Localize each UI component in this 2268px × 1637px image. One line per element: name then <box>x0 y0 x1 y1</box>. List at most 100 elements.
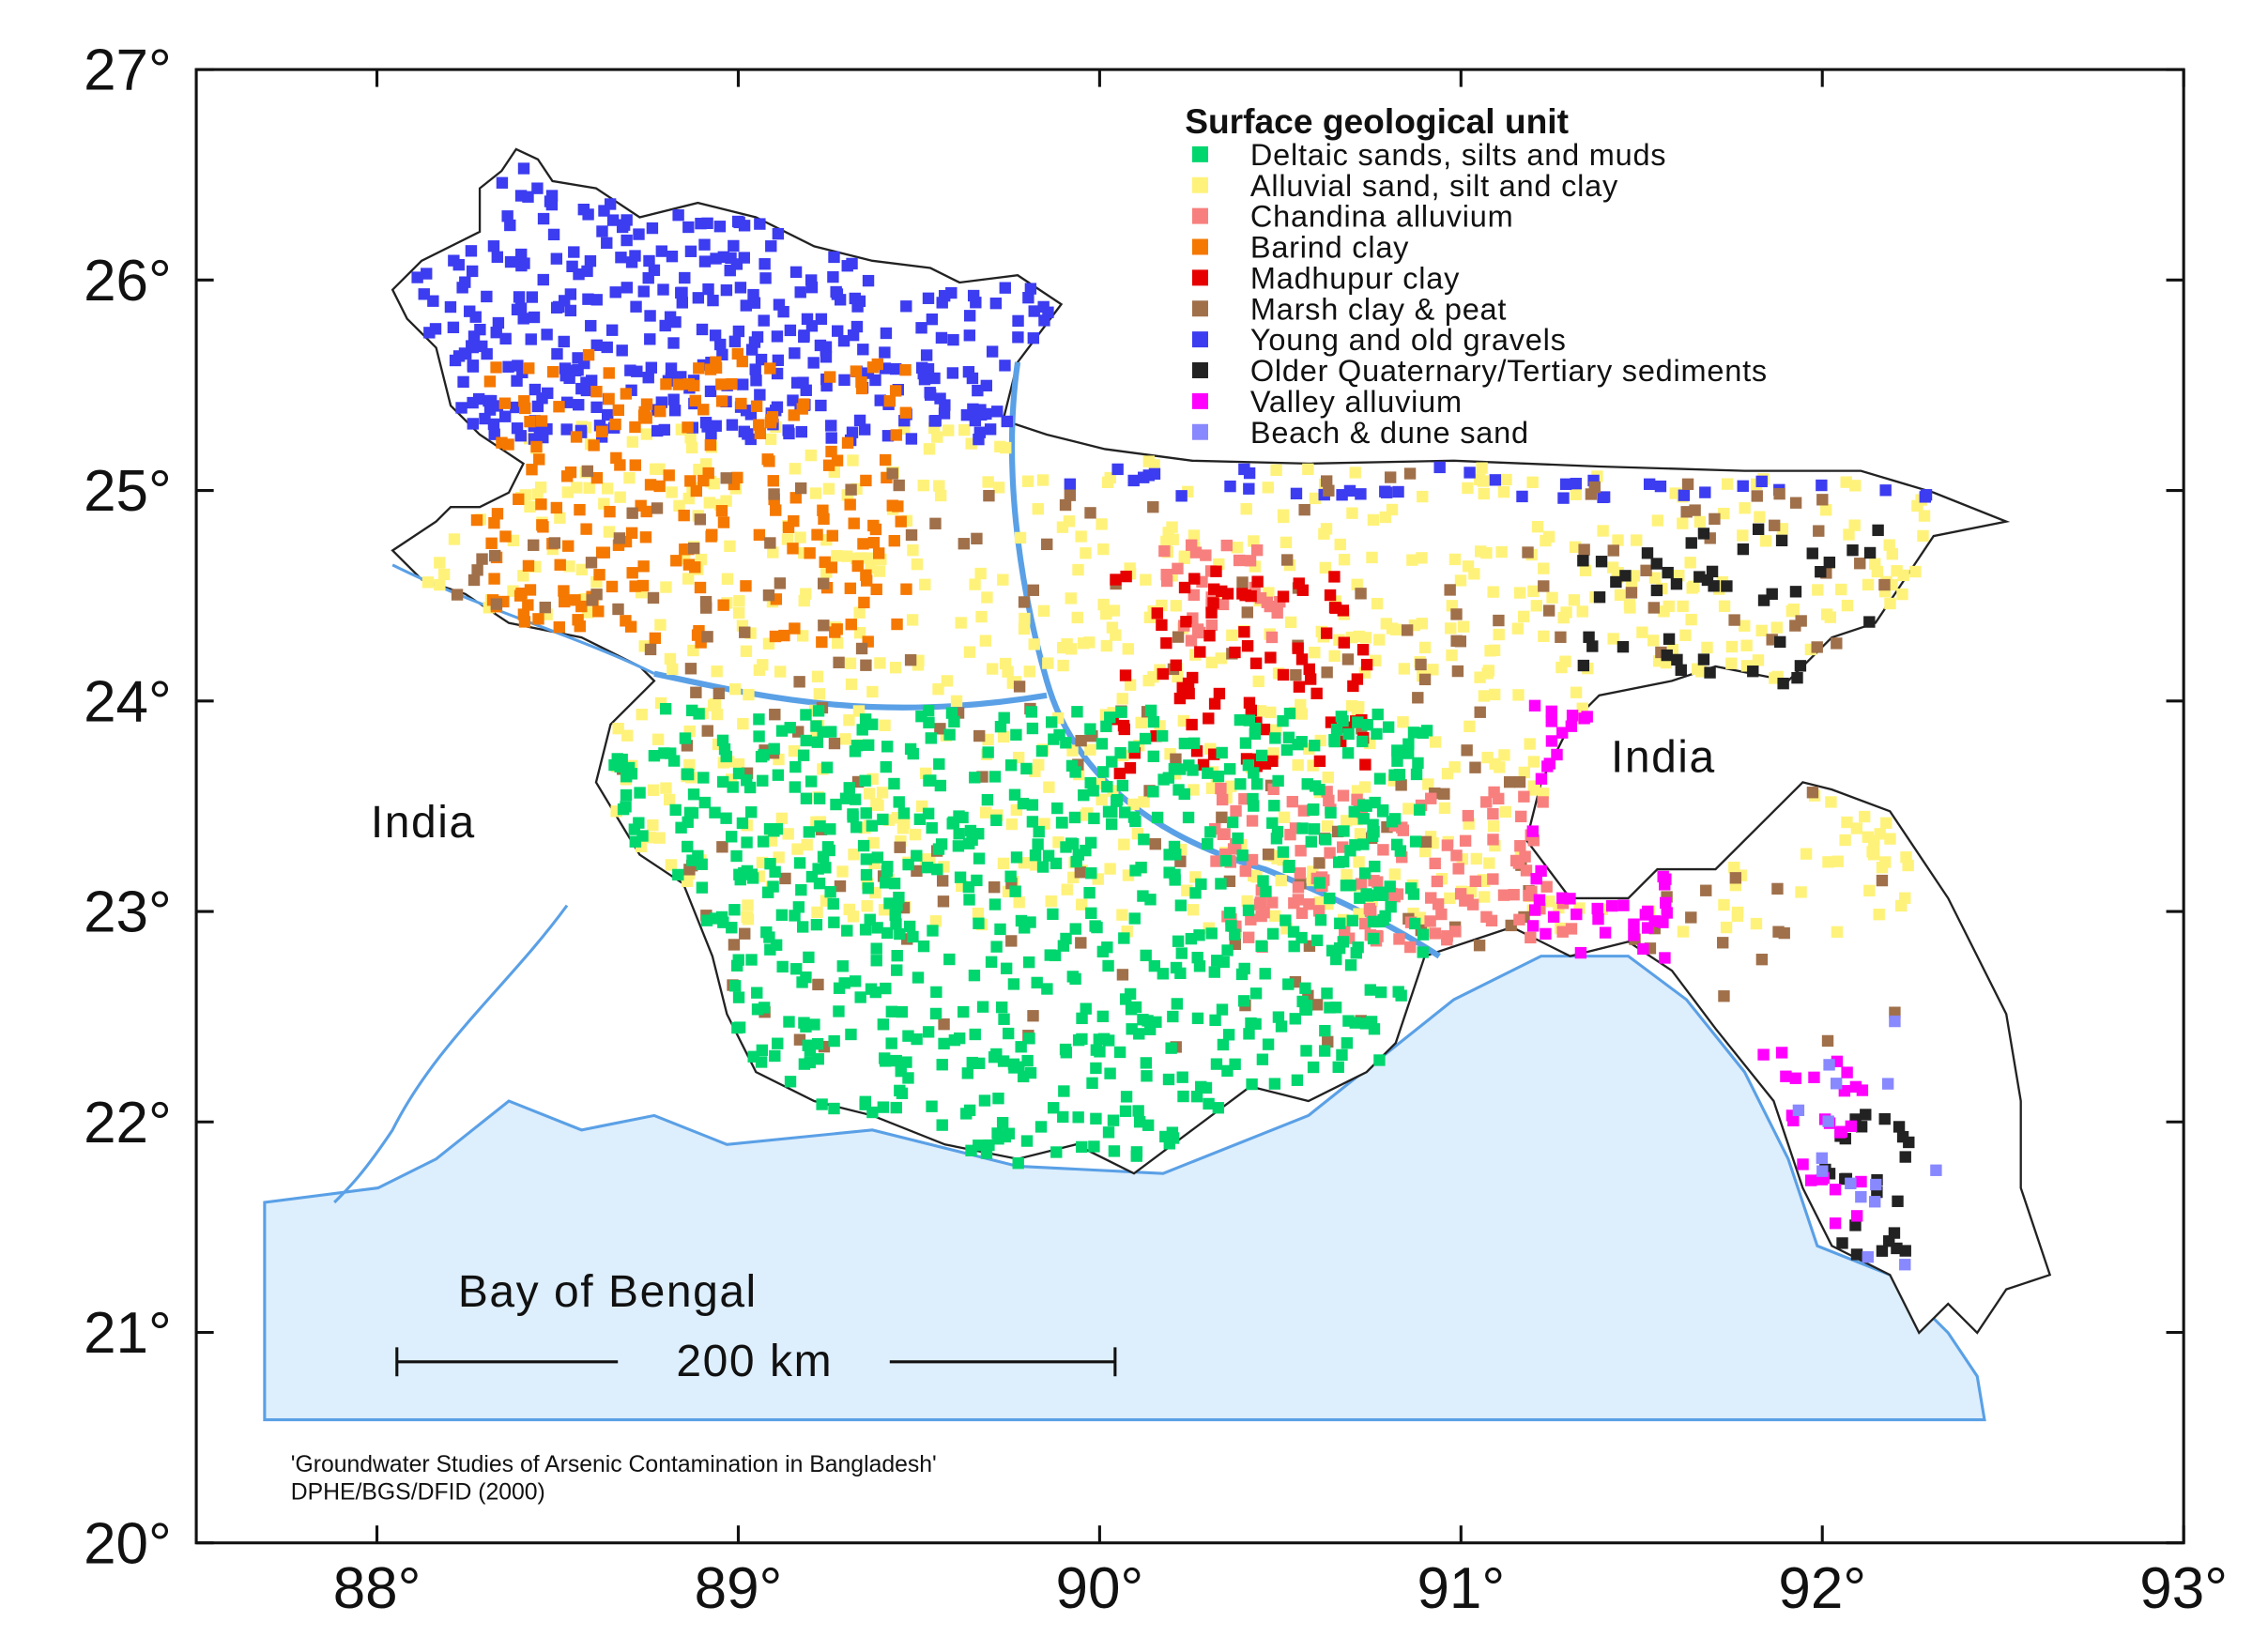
sample-point <box>1380 486 1393 498</box>
sample-point <box>1321 820 1334 833</box>
sample-point <box>988 771 1002 783</box>
sample-point <box>728 335 742 347</box>
sample-point <box>1899 1151 1911 1163</box>
sample-point <box>1873 909 1885 921</box>
sample-point <box>791 843 804 855</box>
sample-point <box>1008 788 1021 801</box>
sample-point <box>1330 723 1343 736</box>
sample-point <box>1498 749 1510 761</box>
sample-point <box>577 204 590 216</box>
sample-point <box>693 464 705 476</box>
sample-point <box>1640 564 1652 576</box>
sample-point <box>1917 529 1929 543</box>
sample-point <box>845 619 857 631</box>
sample-point <box>1320 523 1333 535</box>
sample-point <box>1239 864 1251 878</box>
sample-point <box>487 418 500 431</box>
sample-point <box>513 291 526 303</box>
sample-point <box>1250 778 1264 790</box>
sample-point <box>1280 536 1293 549</box>
sample-point <box>566 260 578 273</box>
sample-point <box>1843 528 1855 541</box>
sample-point <box>1295 845 1307 857</box>
sample-point <box>1862 578 1875 591</box>
lon-tick-label: 88° <box>333 1556 421 1621</box>
sample-point <box>692 292 705 304</box>
sample-point <box>418 288 430 300</box>
sample-point <box>1216 585 1228 598</box>
sample-point <box>1234 713 1247 727</box>
sample-point <box>1774 635 1786 649</box>
sample-point <box>933 757 945 771</box>
sample-point <box>1794 660 1807 672</box>
sample-point <box>568 246 580 258</box>
sample-point <box>1297 804 1310 817</box>
sample-point <box>879 719 891 731</box>
sample-point <box>1022 291 1034 304</box>
sample-point <box>1160 535 1172 548</box>
sample-point <box>524 584 537 596</box>
sample-point <box>896 1005 909 1018</box>
sample-point <box>715 910 728 924</box>
sample-point <box>1023 666 1035 678</box>
sample-point <box>1791 671 1803 684</box>
sample-point <box>1185 635 1198 647</box>
sample-point <box>989 298 1003 310</box>
sample-point <box>1166 521 1178 533</box>
sample-point <box>1312 905 1326 917</box>
sample-point <box>892 500 904 513</box>
sample-point <box>764 362 776 375</box>
sample-point <box>682 558 696 571</box>
sample-point <box>1351 578 1363 590</box>
sample-point <box>710 361 723 375</box>
sample-point <box>564 304 577 317</box>
sample-point <box>1061 883 1073 895</box>
sample-point <box>828 1102 840 1115</box>
sample-point <box>803 951 815 964</box>
sample-point <box>742 899 754 911</box>
sample-point <box>958 538 970 550</box>
sample-point <box>1275 1020 1288 1033</box>
sample-point <box>881 926 894 940</box>
sample-point <box>592 605 605 618</box>
sample-point <box>997 574 1009 586</box>
sample-point <box>1142 1119 1155 1131</box>
sample-point <box>1880 817 1893 829</box>
sample-point <box>953 828 965 840</box>
sample-point <box>653 832 666 844</box>
sample-point <box>1341 747 1355 759</box>
sample-point <box>866 819 879 832</box>
sample-point <box>1019 922 1031 934</box>
sample-point <box>694 581 707 594</box>
sample-point <box>1057 659 1069 672</box>
sample-point <box>1308 823 1321 835</box>
sample-point <box>1897 569 1909 582</box>
sample-point <box>1026 799 1039 811</box>
sample-point <box>899 406 912 419</box>
sample-point <box>1100 639 1113 652</box>
sample-point <box>1069 923 1081 935</box>
sample-point <box>880 760 892 773</box>
sample-point <box>1175 947 1188 959</box>
sample-point <box>1139 732 1152 745</box>
sample-point <box>1429 736 1442 748</box>
sample-point <box>757 774 769 787</box>
sample-point <box>1151 607 1163 620</box>
sample-point <box>724 264 736 277</box>
sample-point <box>554 512 566 524</box>
sample-point <box>1036 861 1050 873</box>
sample-point <box>530 440 543 453</box>
sample-point <box>1357 813 1370 825</box>
sample-point <box>1395 779 1407 791</box>
sample-point <box>917 480 929 492</box>
sample-point <box>857 538 869 550</box>
sample-point <box>694 513 707 526</box>
sample-point <box>1019 612 1031 625</box>
sample-point <box>832 636 844 650</box>
sample-point <box>1002 1027 1015 1040</box>
sample-point <box>1878 1112 1891 1125</box>
sample-point <box>1147 750 1159 762</box>
sample-point <box>1129 815 1142 828</box>
sample-point <box>845 678 858 691</box>
sample-point <box>1445 622 1457 635</box>
